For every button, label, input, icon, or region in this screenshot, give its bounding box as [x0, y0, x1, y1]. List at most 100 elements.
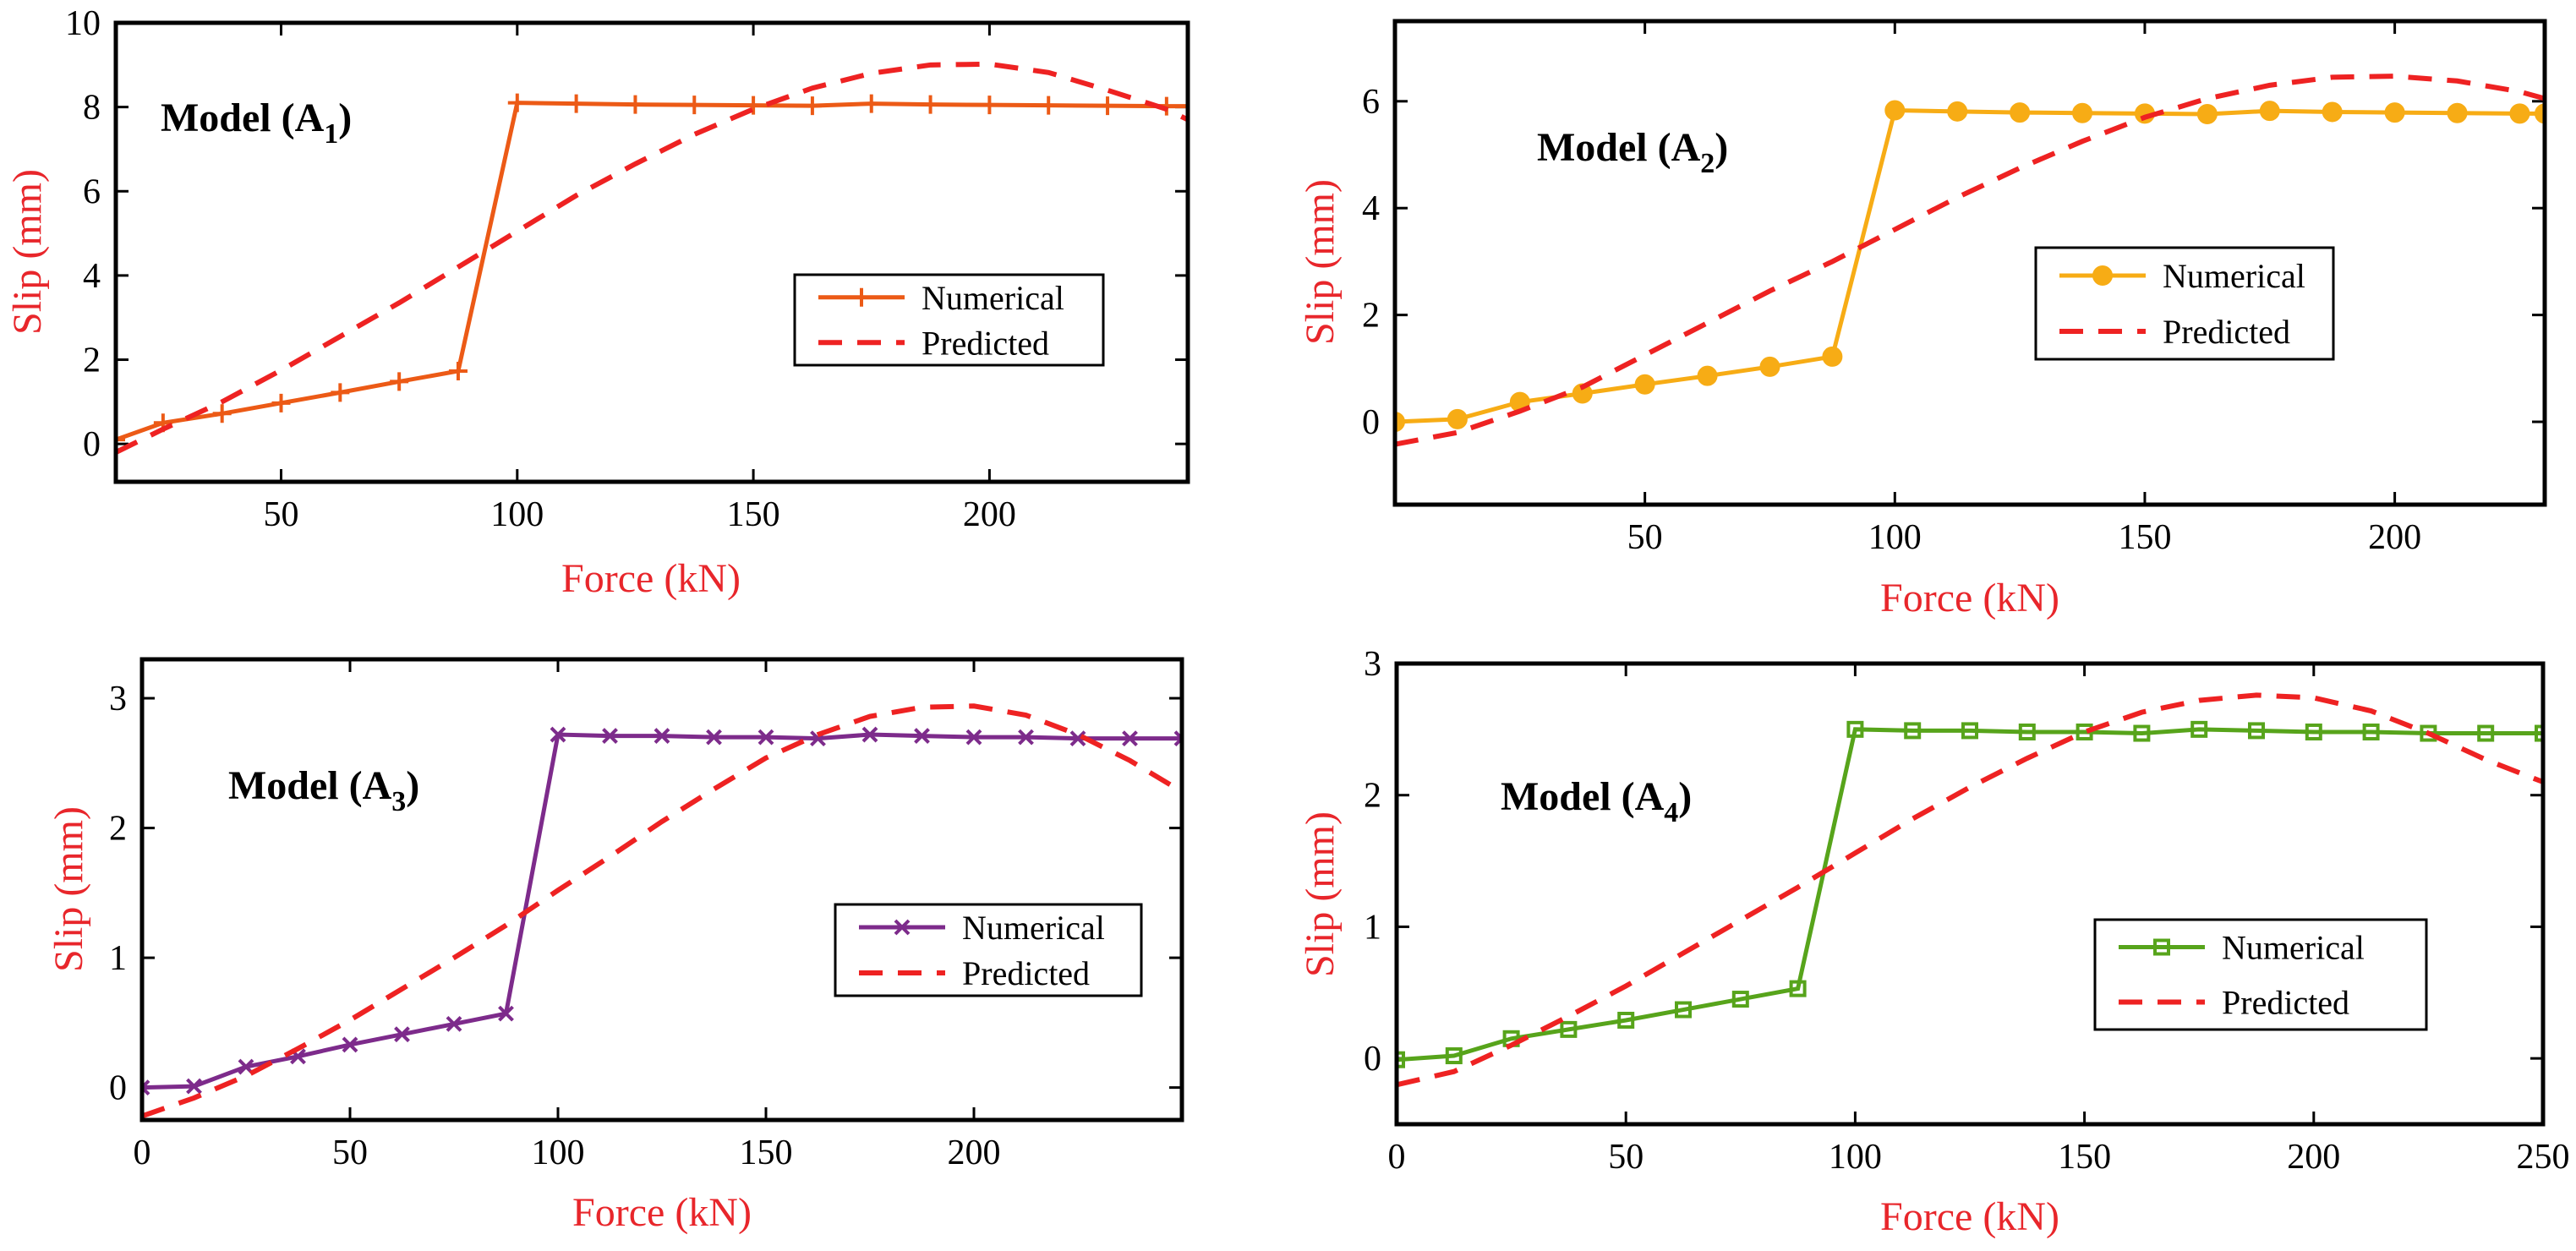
data-point-numerical: [342, 1036, 358, 1053]
legend-label-predicted: Predicted: [2163, 313, 2290, 351]
y-tick-label: 4: [83, 257, 101, 296]
data-point-numerical: [1560, 1020, 1578, 1038]
chart-a3: 0 50 100 150 200 0 1 2 3 Model (A3) Numerical Predi…: [46, 657, 1184, 1235]
x-tick-label: 200: [2287, 1138, 2340, 1177]
data-point-numerical: [861, 94, 881, 113]
data-point-numerical: [1397, 1051, 1405, 1068]
data-point-numerical: [2477, 724, 2495, 742]
data-point-numerical: [921, 95, 940, 114]
data-point-numerical: [1634, 374, 1655, 395]
data-point-numerical: [626, 95, 645, 114]
data-point-numerical: [2447, 102, 2468, 123]
chart-a4: 0 50 100 150 200 250 0 1 2 3 Model (A4) Numerical Pr…: [1298, 645, 2570, 1239]
plot-area: [1395, 74, 2545, 447]
data-point-numerical: [2010, 102, 2031, 123]
chart-a1: 50 100 150 200 0 2 4 6 8 10 Model (A1) Numerical Pre…: [5, 4, 1190, 601]
legend: Numerical Predicted: [2034, 246, 2335, 361]
x-tick-label: 100: [532, 1134, 585, 1172]
legend-label-predicted: Predicted: [962, 954, 1090, 992]
x-tick-label: 150: [2058, 1138, 2111, 1177]
legend-marker-numerical: [2153, 938, 2170, 956]
data-point-numerical: [706, 729, 722, 746]
data-point-numerical: [1447, 408, 1468, 429]
legend-box: [2034, 246, 2335, 361]
data-point-numerical: [142, 1079, 150, 1096]
data-point-numerical: [802, 96, 822, 116]
data-point-numerical: [550, 726, 566, 743]
data-point-numerical: [2322, 101, 2343, 123]
x-tick-label: 150: [740, 1134, 793, 1172]
x-axis-label: Force (kN): [561, 556, 741, 601]
y-tick-label: 0: [109, 1069, 127, 1108]
x-axis-label: Force (kN): [1880, 1194, 2059, 1239]
data-point-numerical: [507, 93, 527, 112]
x-tick-label: 50: [1608, 1138, 1643, 1177]
y-tick-label: 2: [109, 810, 127, 849]
legend-label-numerical: Numerical: [922, 279, 1064, 317]
data-point-numerical: [2018, 723, 2036, 740]
legend-label-numerical: Numerical: [2163, 257, 2305, 295]
x-tick-label: 0: [1388, 1138, 1406, 1177]
y-axis-label: Slip (mm): [46, 806, 91, 972]
x-tick-label: 200: [2368, 518, 2421, 557]
y-tick-label: 4: [1362, 189, 1380, 228]
series-line-predicted: [142, 703, 1182, 1119]
data-point-numerical: [2509, 103, 2530, 124]
data-point-numerical: [1445, 1047, 1463, 1065]
data-point-numerical: [685, 96, 704, 115]
data-point-numerical: [1846, 720, 1864, 738]
data-point-numerical: [1098, 96, 1118, 116]
data-point-numerical: [446, 1015, 462, 1032]
x-axis-label: Force (kN): [572, 1190, 752, 1235]
plot-area: [1397, 692, 2543, 1088]
y-tick-label: 1: [109, 939, 127, 978]
data-point-numerical: [212, 404, 232, 423]
data-point-numerical: [2420, 724, 2437, 742]
model-label: Model (A1): [161, 96, 352, 150]
data-point-numerical: [2259, 101, 2280, 122]
data-point-numerical: [2190, 720, 2208, 738]
data-point-numerical: [1617, 1011, 1635, 1029]
data-point-numerical: [654, 728, 670, 744]
y-axis-label: Slip (mm): [1298, 811, 1343, 977]
legend-marker-numerical: [2092, 265, 2113, 286]
data-point-numerical: [2535, 724, 2543, 742]
data-point-numerical: [914, 728, 930, 744]
x-tick-label: 100: [490, 495, 544, 534]
x-tick-label: 150: [2118, 518, 2171, 557]
y-tick-label: 6: [83, 172, 101, 211]
data-point-numerical: [1904, 722, 1922, 740]
data-point-numerical: [1697, 365, 1718, 386]
y-axis-label: Slip (mm): [1298, 179, 1343, 345]
data-point-numerical: [394, 1026, 410, 1043]
data-point-numerical: [1731, 991, 1749, 1008]
y-tick-label: 2: [1364, 777, 1381, 816]
data-point-numerical: [1179, 96, 1188, 116]
data-point-numerical: [1572, 383, 1593, 404]
series-line-numerical: [1395, 108, 2545, 424]
x-axis-label: Force (kN): [1880, 576, 2059, 620]
data-point-numerical: [1947, 101, 1968, 122]
data-point-numerical: [1759, 356, 1780, 377]
x-tick-label: 100: [1868, 518, 1922, 557]
series-line-predicted: [116, 61, 1188, 455]
model-label: Model (A2): [1537, 125, 1728, 179]
x-tick-label: 100: [1829, 1138, 1882, 1177]
model-label: Model (A4): [1501, 774, 1692, 828]
legend-box: [834, 903, 1143, 997]
data-point-numerical: [2248, 722, 2265, 740]
data-point-numerical: [2072, 102, 2093, 123]
plot-area: [142, 703, 1182, 1119]
data-point-numerical: [1039, 96, 1058, 115]
legend: Numerical Predicted: [793, 273, 1105, 367]
x-tick-label: 250: [2517, 1138, 2570, 1177]
y-tick-label: 1: [1364, 908, 1381, 947]
plot-frame: [113, 20, 1190, 484]
y-tick-label: 10: [65, 4, 101, 43]
data-point-numerical: [186, 1078, 202, 1095]
series-line-predicted: [1395, 74, 2545, 447]
legend-marker-numerical: [852, 287, 871, 307]
data-point-numerical: [1395, 412, 1405, 433]
data-point-numerical: [1822, 346, 1843, 367]
x-tick-label: 200: [948, 1134, 1001, 1172]
